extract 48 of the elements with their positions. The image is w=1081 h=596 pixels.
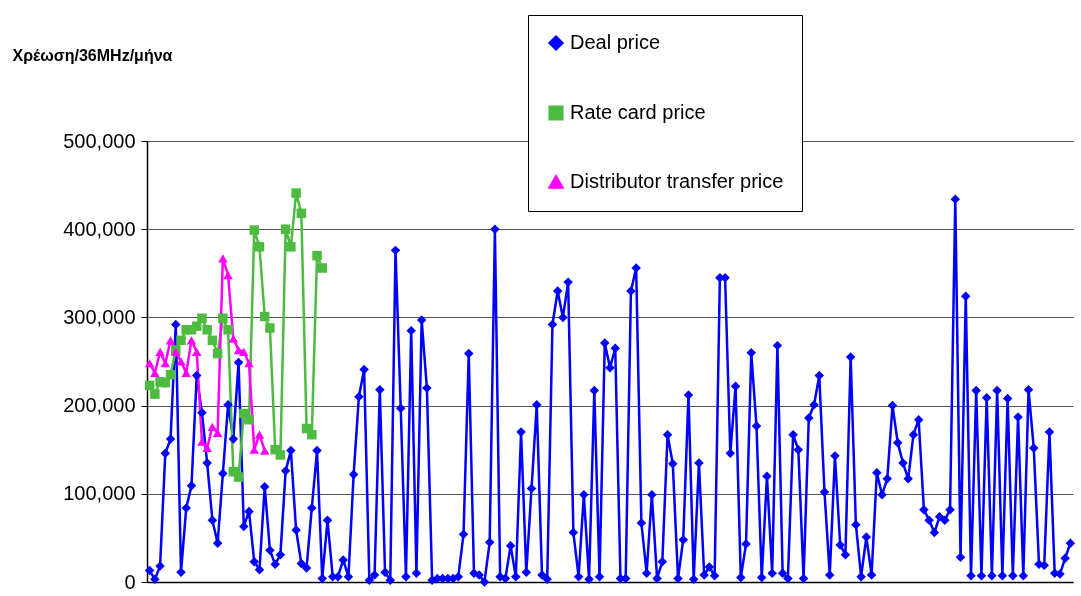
point (176, 335, 186, 346)
legend-label: Distributor transfer price (570, 170, 784, 192)
y-tick-label: 400,000 (63, 217, 136, 240)
y-tick-label: 300,000 (63, 305, 136, 328)
point (202, 325, 212, 335)
point (249, 225, 259, 235)
y-tick-label: 0 (124, 570, 136, 593)
point (254, 242, 265, 252)
point (212, 348, 223, 359)
point (233, 472, 244, 482)
point (239, 347, 249, 356)
point (176, 357, 186, 366)
point (155, 347, 165, 356)
y-tick-label: 500,000 (63, 129, 136, 152)
point (165, 369, 176, 380)
point (191, 321, 202, 331)
legend-label: Rate card price (570, 101, 706, 123)
point (259, 311, 270, 322)
point (165, 336, 176, 345)
point (150, 368, 160, 378)
point (291, 188, 301, 198)
point (254, 430, 265, 439)
point (144, 359, 155, 368)
point (244, 359, 254, 368)
point (280, 224, 291, 234)
point (265, 323, 275, 333)
point (259, 446, 270, 455)
point (218, 313, 228, 324)
point (244, 414, 254, 425)
point (296, 208, 307, 219)
point (207, 422, 218, 431)
point (317, 263, 327, 273)
y-tick-label: 100,000 (63, 482, 136, 505)
point (207, 335, 218, 346)
y-axis-title: Χρέωση/36MHz/μήνα (12, 46, 173, 64)
point (191, 347, 202, 356)
point (197, 313, 207, 324)
point (202, 443, 212, 453)
y-tick-label: 200,000 (63, 394, 136, 417)
legend-label: Deal price (570, 31, 661, 53)
point (186, 336, 197, 345)
point (223, 325, 233, 335)
point (150, 389, 160, 399)
point (307, 429, 317, 440)
point (275, 450, 286, 460)
point (312, 250, 322, 261)
point (286, 242, 296, 252)
point (223, 270, 233, 280)
